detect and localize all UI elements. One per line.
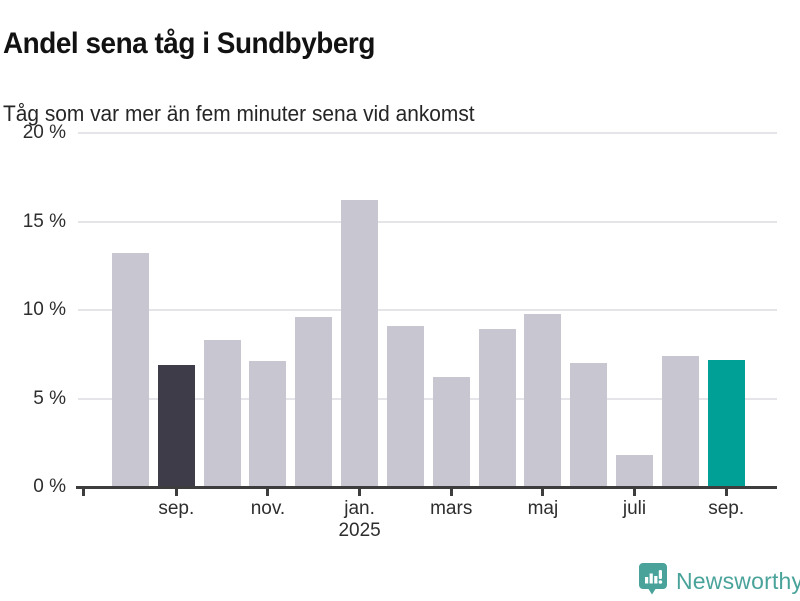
bar-sep-2025	[707, 360, 745, 487]
x-axis-tick-nov	[266, 488, 270, 496]
gridline-15	[78, 220, 777, 223]
x-axis-tick-sep	[174, 488, 178, 496]
bar-sep-2024	[157, 365, 195, 487]
chart-title: Andel sena tåg i Sundbyberg	[3, 27, 375, 61]
newsworthy-logo-icon	[638, 562, 668, 601]
bar-jan-2025	[341, 200, 379, 487]
x-axis-label-maj: maj	[527, 498, 559, 519]
bar-chart-plot	[76, 132, 777, 496]
y-axis-label-10: 10 %	[22, 299, 66, 320]
bar-aug-2024	[112, 253, 149, 487]
gridline-5	[78, 397, 777, 400]
x-axis-label-sep: sep.	[708, 498, 745, 519]
x-axis-tick-sep	[724, 488, 728, 496]
gridline-10	[78, 309, 777, 311]
gridline-20	[78, 132, 777, 134]
y-axis-label-5: 5 %	[33, 387, 66, 409]
bar-maj-2025	[524, 314, 562, 487]
y-axis-label-0: 0 %	[33, 476, 66, 497]
x-axis-tick-mars	[449, 488, 453, 496]
bar-juni-2025	[570, 363, 608, 487]
newsworthy-logo-text: Newsworthy	[676, 568, 800, 594]
chart-subtitle: Tåg som var mer än fem minuter sena vid …	[3, 101, 475, 126]
bar-okt-2024	[203, 340, 241, 487]
newsworthy-logo[interactable]: Newsworthy	[638, 562, 800, 601]
x-axis-tick-juli	[633, 488, 637, 496]
x-axis-tick-jan	[358, 488, 362, 496]
x-axis-label-juli: juli	[622, 498, 647, 519]
bar-mars-2025	[432, 377, 470, 487]
x-axis-year-label: 2025	[338, 520, 381, 541]
x-axis-label-nov: nov.	[250, 498, 286, 519]
bar-apr-2025	[478, 329, 516, 487]
x-axis-label-sep: sep.	[158, 498, 195, 519]
y-axis-label-20: 20 %	[22, 122, 66, 143]
x-axis-label-jan: jan.	[344, 498, 375, 519]
bar-juli-2025	[616, 455, 654, 487]
bar-aug-2025	[661, 356, 699, 487]
y-axis-label-15: 15 %	[22, 210, 66, 232]
x-axis-tick-maj	[541, 488, 545, 496]
x-axis-label-mars: mars	[430, 498, 473, 519]
x-axis-line	[76, 486, 777, 489]
bar-feb-2025	[386, 326, 424, 487]
x-axis-edge-tick	[82, 488, 85, 496]
bar-nov-2024	[249, 361, 287, 487]
bar-dec-2024	[295, 317, 333, 487]
